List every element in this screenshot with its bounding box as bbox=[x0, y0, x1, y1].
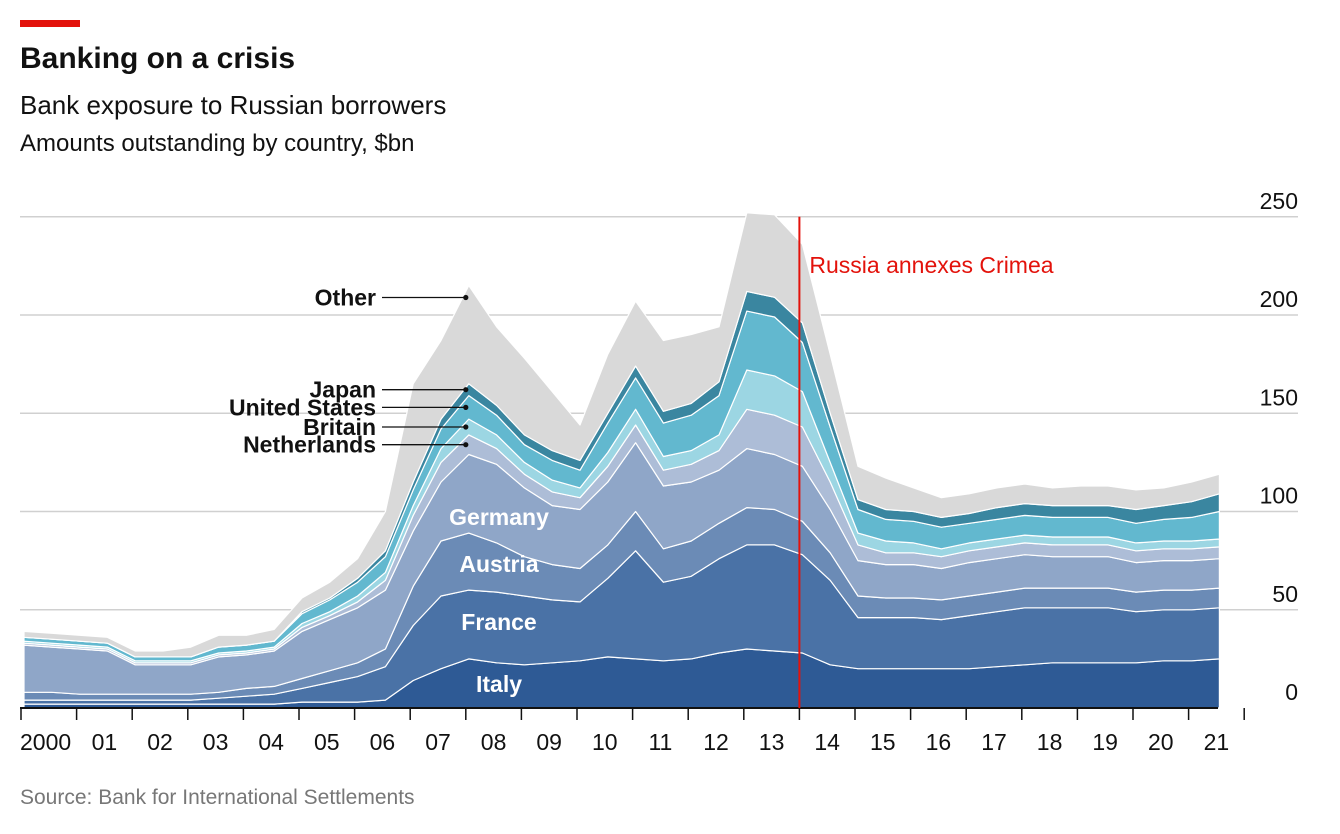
x-tick-label: 2000 bbox=[20, 729, 71, 755]
x-axis: 2000 01 02 03 04 05 06 07 08 09 10 11 12 13 14 15 16 17 18… bbox=[20, 707, 1245, 755]
x-tick-label: 11 bbox=[648, 729, 672, 755]
x-tick-label: 16 bbox=[926, 729, 952, 755]
chart-units: Amounts outstanding by country, $bn bbox=[20, 130, 415, 157]
x-tick-label: 12 bbox=[703, 729, 729, 755]
x-tick-label: 03 bbox=[203, 729, 229, 755]
chart-title: Banking on a crisis bbox=[20, 42, 296, 75]
y-tick-label: 50 bbox=[1272, 581, 1298, 607]
series-label-other: Other bbox=[315, 285, 376, 311]
x-tick-label: 20 bbox=[1148, 729, 1174, 755]
x-tick-label: 06 bbox=[370, 729, 396, 755]
x-tick-label: 07 bbox=[425, 729, 451, 755]
x-tick-label: 21 bbox=[1204, 729, 1230, 755]
leader-dot bbox=[463, 442, 469, 448]
leader-dot bbox=[463, 424, 469, 430]
annotation-label: Russia annexes Crimea bbox=[809, 252, 1053, 278]
y-tick-label: 0 bbox=[1285, 679, 1298, 705]
x-tick-label: 18 bbox=[1037, 729, 1063, 755]
x-tick-label: 17 bbox=[981, 729, 1007, 755]
series-label-united-states: United States bbox=[229, 394, 376, 420]
x-tick-label: 02 bbox=[147, 729, 173, 755]
x-tick-label: 14 bbox=[814, 729, 840, 755]
leader-dot bbox=[463, 387, 469, 393]
series-label-austria: Austria bbox=[459, 551, 538, 577]
brand-red-bar bbox=[20, 20, 80, 27]
annotation-layer: Russia annexes Crimea bbox=[798, 216, 1054, 708]
x-tick-label: 09 bbox=[536, 729, 562, 755]
legend-leaders bbox=[382, 294, 469, 448]
source-note: Source: Bank for International Settlemen… bbox=[20, 786, 415, 809]
series-label-france: France bbox=[461, 609, 536, 635]
series-label-japan: Japan bbox=[310, 377, 376, 403]
x-tick-label: 08 bbox=[481, 729, 507, 755]
series-label-italy: Italy bbox=[476, 671, 522, 697]
chart-subtitle: Bank exposure to Russian borrowers bbox=[20, 90, 447, 120]
series-label-germany: Germany bbox=[449, 504, 549, 530]
area-other bbox=[23, 212, 1220, 658]
x-tick-label: 05 bbox=[314, 729, 340, 755]
series-label-netherlands: Netherlands bbox=[243, 432, 376, 458]
x-tick-label: 15 bbox=[870, 729, 896, 755]
x-tick-label: 10 bbox=[592, 729, 618, 755]
series-label-britain: Britain bbox=[303, 414, 376, 440]
x-tick-label: 19 bbox=[1092, 729, 1118, 755]
y-tick-label: 200 bbox=[1260, 286, 1298, 312]
x-tick-label: 01 bbox=[92, 729, 118, 755]
y-tick-label: 250 bbox=[1260, 188, 1298, 214]
y-tick-label: 100 bbox=[1260, 483, 1298, 509]
leader-dot bbox=[463, 294, 469, 301]
y-axis: 0 50 100 150 200 250 bbox=[1260, 188, 1298, 705]
y-tick-label: 150 bbox=[1260, 384, 1298, 410]
x-tick-label: 13 bbox=[759, 729, 785, 755]
x-tick-label: 04 bbox=[258, 729, 284, 755]
area-layers bbox=[23, 212, 1220, 709]
leader-dot bbox=[463, 404, 469, 410]
